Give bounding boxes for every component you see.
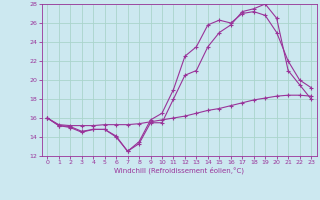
X-axis label: Windchill (Refroidissement éolien,°C): Windchill (Refroidissement éolien,°C) xyxy=(114,167,244,174)
